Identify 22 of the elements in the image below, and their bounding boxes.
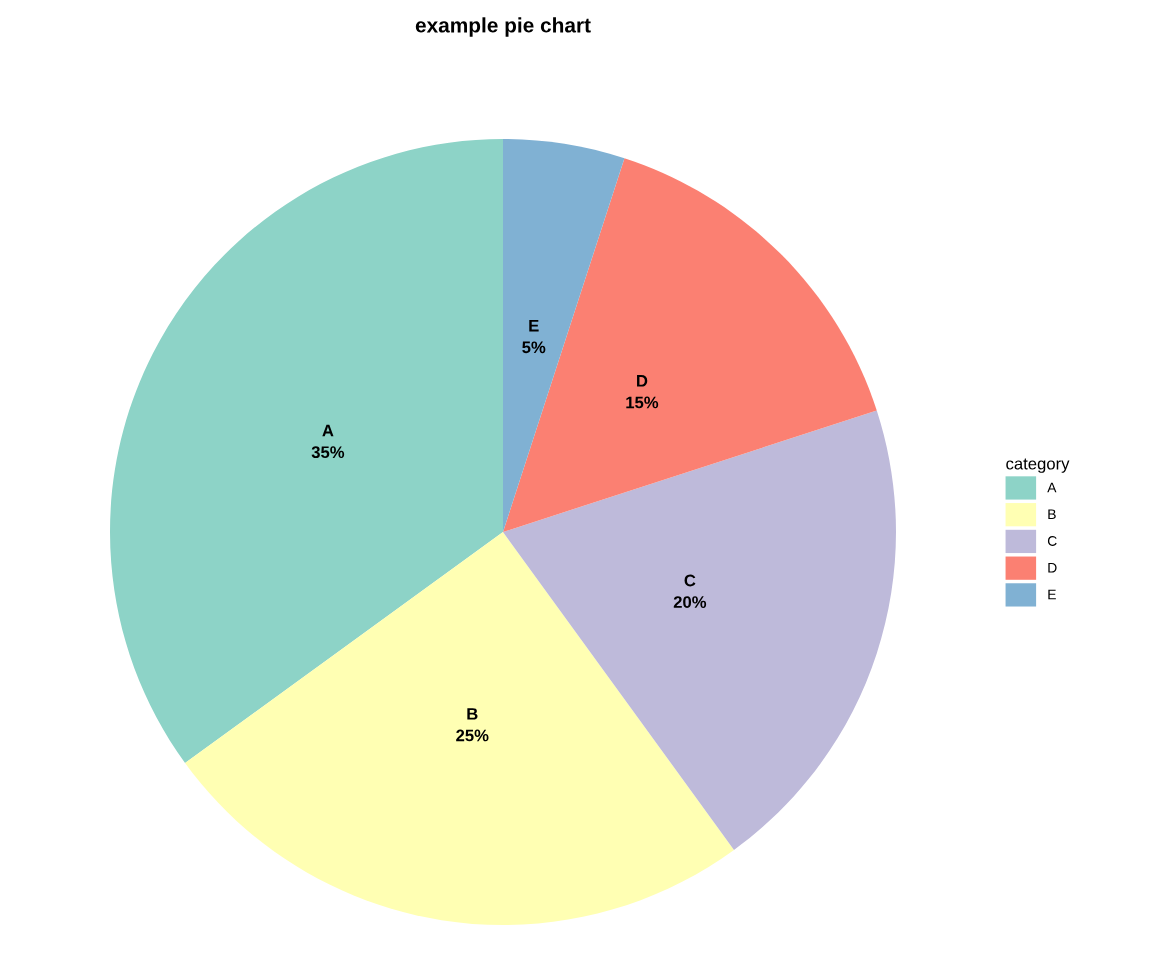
pie-slice: [110, 139, 503, 763]
data-label: 25%: [456, 729, 489, 742]
data-label: 15%: [626, 396, 659, 409]
slice-label: C: [684, 574, 696, 587]
slice-label: D: [637, 375, 648, 387]
chart-title: example pie chart: [415, 17, 591, 37]
slice-label: E: [529, 319, 539, 332]
legend-label: E: [1048, 589, 1056, 600]
data-label: 35%: [311, 446, 345, 459]
legend-label: D: [1048, 562, 1057, 573]
data-label: 5%: [522, 341, 546, 354]
legend-label: C: [1047, 536, 1057, 546]
pie-slice: [185, 532, 734, 925]
pie-slice: [503, 158, 877, 532]
pie-slice: [503, 410, 896, 850]
legend-title: category: [1006, 458, 1070, 473]
pie-slice: [503, 139, 625, 532]
slice-label: B: [467, 708, 478, 720]
data-label: 20%: [673, 596, 707, 608]
slice-label: A: [322, 424, 334, 437]
legend-label: B: [1048, 509, 1056, 520]
legend-label: A: [1047, 482, 1057, 493]
